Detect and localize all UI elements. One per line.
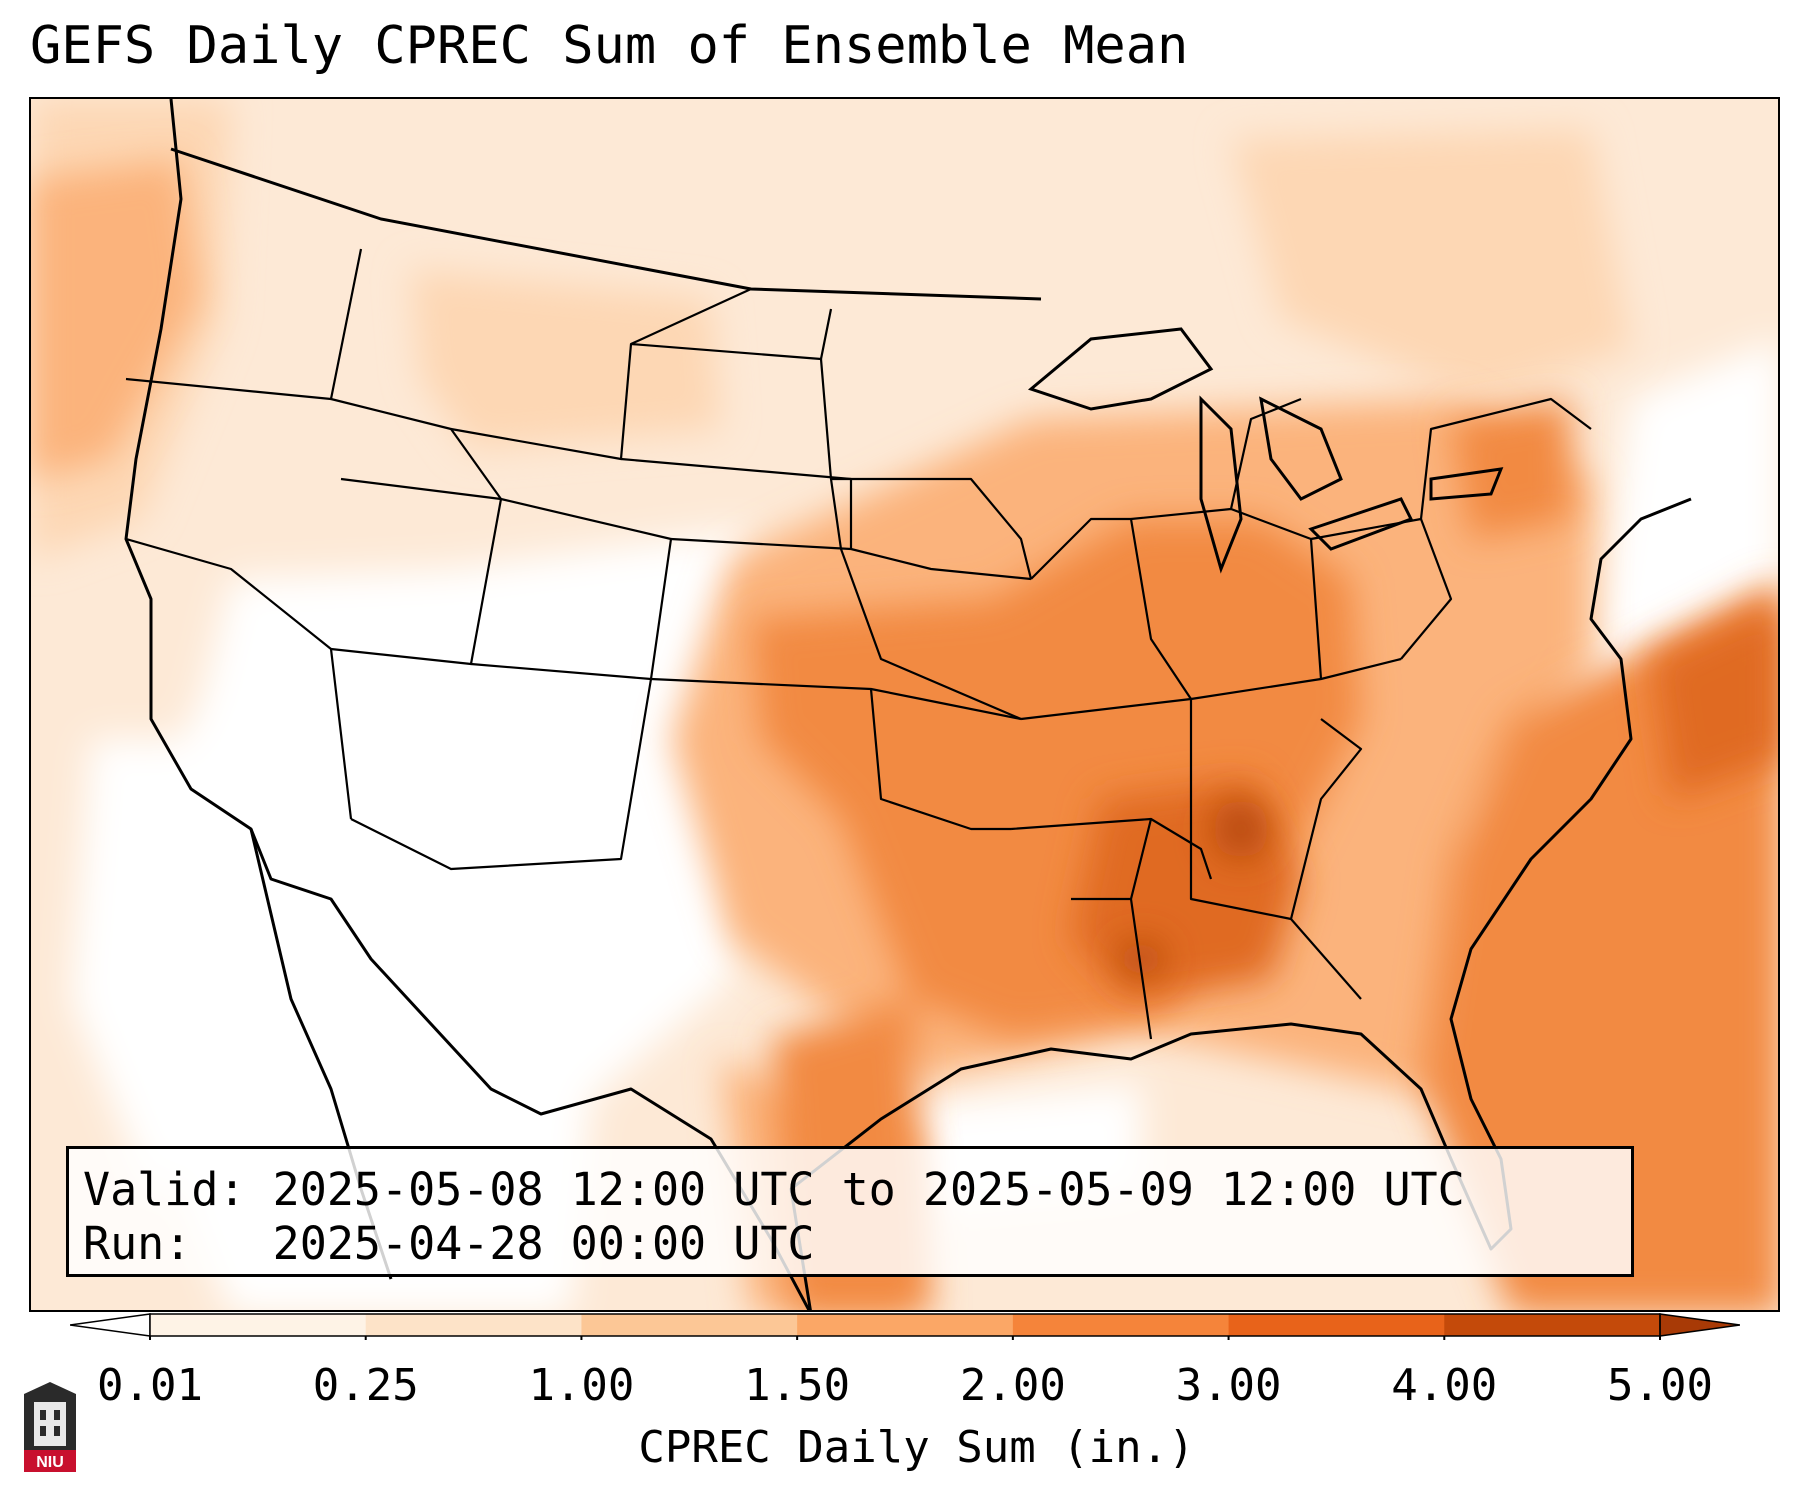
lake-erie xyxy=(1308,497,1414,551)
dry-southwest xyxy=(141,529,751,1310)
map-canvas xyxy=(31,99,1778,1310)
border-segment xyxy=(1310,517,1453,660)
logo-window xyxy=(54,1426,60,1436)
lake-michigan xyxy=(1199,395,1243,574)
border-segment xyxy=(1289,718,1363,920)
colorbar-tick-label: 2.00 xyxy=(959,1360,1066,1411)
colorbar-tick-label: 3.00 xyxy=(1175,1360,1282,1411)
colorbar-tick-label: 0.25 xyxy=(312,1360,419,1411)
border-segment xyxy=(670,537,1032,581)
logo-text: NIU xyxy=(36,1454,64,1471)
logo-band xyxy=(24,1450,76,1472)
colorbar-tick-label: 4.00 xyxy=(1391,1360,1498,1411)
logo-window xyxy=(54,1410,60,1420)
border-segment xyxy=(1189,699,1362,1000)
colorbar-segments xyxy=(150,1314,1661,1336)
heavy-new-york xyxy=(1451,399,1571,539)
colorbar-segment xyxy=(1444,1314,1661,1336)
colorbar-segment xyxy=(581,1314,798,1336)
lake-huron xyxy=(1259,396,1343,501)
precipitation-map xyxy=(29,97,1780,1312)
valid-time-box: Valid: 2025-05-08 12:00 UTC to 2025-05-0… xyxy=(66,1146,1634,1277)
logo-tower xyxy=(34,1402,66,1446)
extreme-louisiana xyxy=(1117,941,1165,977)
border-segment xyxy=(1020,657,1402,721)
run-value: 2025-04-28 00:00 UTC xyxy=(272,1217,815,1270)
extreme-region xyxy=(1117,799,1269,977)
valid-label: Valid: xyxy=(83,1163,246,1216)
logo-window xyxy=(40,1426,46,1436)
colorbar-tick-label: 0.01 xyxy=(97,1360,203,1411)
border-segment xyxy=(650,677,1022,721)
lake-superior xyxy=(1027,327,1214,411)
colorbar-over-arrow xyxy=(1659,1313,1740,1337)
colorbar-under-arrow xyxy=(70,1313,151,1337)
border-segment xyxy=(1130,507,1323,680)
state-borders xyxy=(125,248,1592,1040)
border-segment xyxy=(1419,397,1592,520)
border-segment xyxy=(350,678,653,871)
light-northern-rockies xyxy=(411,269,721,449)
border-segment xyxy=(125,537,353,820)
border-segment xyxy=(869,688,1011,831)
colorbar-segment xyxy=(1012,1314,1230,1336)
border-segment xyxy=(330,477,503,666)
colorbar-tick-label: 1.50 xyxy=(744,1360,851,1411)
light-canada-east xyxy=(1231,129,1631,399)
border-segment xyxy=(831,477,1033,580)
run-line: Run: 2025-04-28 00:00 UTC xyxy=(83,1217,1617,1271)
very-heavy-gulf-states xyxy=(1071,779,1301,999)
valid-line: Valid: 2025-05-08 12:00 UTC to 2025-05-0… xyxy=(83,1163,1617,1217)
dry-region xyxy=(71,340,1778,1310)
moderate-pacific xyxy=(31,159,201,479)
border-segment xyxy=(819,358,1022,721)
border-segment xyxy=(450,288,752,461)
extreme-alabama xyxy=(1213,799,1269,859)
colorbar-tick-label: 1.00 xyxy=(528,1360,635,1411)
run-label: Run: xyxy=(83,1217,192,1270)
colorbar-segment xyxy=(1228,1314,1445,1336)
colorbar-segment xyxy=(150,1314,367,1336)
lake-ontario xyxy=(1429,467,1504,501)
colorbar-label: CPREC Daily Sum (in.) xyxy=(638,1422,1195,1473)
very-heavy-atlantic xyxy=(1651,600,1778,799)
colorbar-outline xyxy=(149,1313,1661,1337)
colorbar-tick-label: 5.00 xyxy=(1607,1360,1713,1411)
niu-logo: NIU xyxy=(24,1382,76,1472)
dry-pacific xyxy=(71,739,251,1199)
colorbar xyxy=(70,1313,1740,1340)
us-boundary-outline xyxy=(124,99,811,1310)
colorbar-ticks xyxy=(149,1336,1661,1340)
colorbar-segment xyxy=(365,1314,582,1336)
canada-us-border xyxy=(170,147,1042,301)
border-segment xyxy=(470,497,673,681)
valid-value: 2025-05-08 12:00 UTC to 2025-05-09 12:00… xyxy=(272,1163,1465,1216)
border-segment xyxy=(1010,817,1213,880)
logo-window xyxy=(40,1410,46,1420)
great-lakes xyxy=(1027,327,1504,574)
colorbar-segment xyxy=(797,1314,1014,1336)
map-title: GEFS Daily CPREC Sum of Ensemble Mean xyxy=(30,16,1189,76)
